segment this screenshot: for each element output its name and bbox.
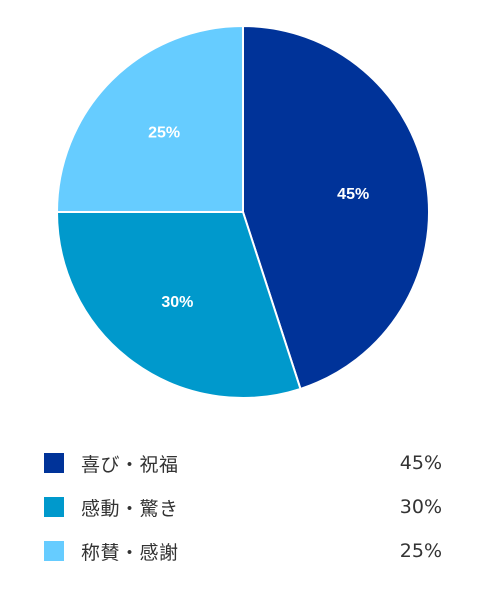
pie-chart-svg: 45% 30% 25%: [56, 25, 430, 399]
legend-swatch-emotion: [44, 497, 64, 517]
legend-label-emotion: 感動・驚き: [81, 497, 179, 520]
legend-value-praise: 25%: [399, 540, 442, 562]
legend-item-joy: 喜び・祝福 45%: [44, 441, 444, 485]
legend-value-emotion: 30%: [399, 496, 442, 518]
slice-label-joy: 45%: [337, 186, 369, 203]
legend-item-emotion: 感動・驚き 30%: [44, 485, 444, 529]
legend-swatch-praise: [44, 541, 64, 561]
pie-slice-joy: [242, 25, 430, 390]
legend-swatch-joy: [44, 453, 64, 473]
slice-label-praise: 25%: [148, 125, 180, 142]
legend-label-joy: 喜び・祝福: [81, 453, 179, 476]
pie-slice-emotion: [56, 211, 302, 399]
legend: 喜び・祝福 45% 感動・驚き 30% 称賛・感謝 25%: [44, 441, 444, 573]
legend-label-praise: 称賛・感謝: [81, 541, 179, 564]
legend-item-praise: 称賛・感謝 25%: [44, 529, 444, 573]
pie-chart: 45% 30% 25%: [56, 25, 430, 399]
pie-slice-praise: [56, 25, 244, 213]
legend-value-joy: 45%: [399, 452, 442, 474]
slice-label-emotion: 30%: [161, 294, 193, 311]
